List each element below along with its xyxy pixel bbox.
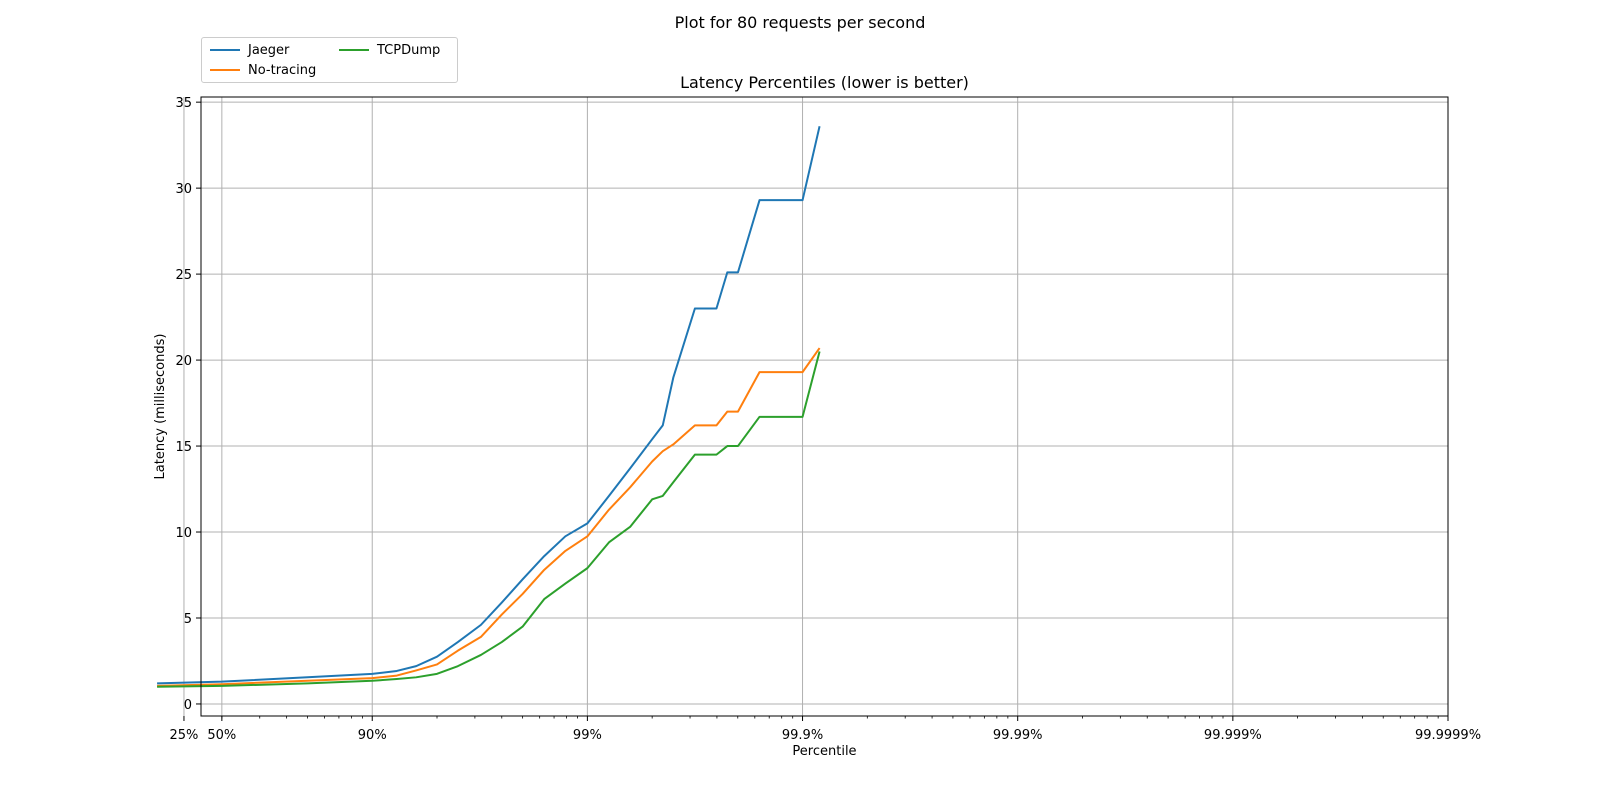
figure-suptitle: Plot for 80 requests per second xyxy=(674,13,926,32)
x-axis-label: Percentile xyxy=(792,744,856,759)
legend-swatch-tcpdump xyxy=(339,49,369,51)
y-tick-label: 10 xyxy=(175,526,192,541)
legend-item-tcpdump: TCPDump xyxy=(339,41,440,59)
x-tick-label: 99.99% xyxy=(993,728,1043,743)
y-tick-label: 30 xyxy=(175,182,192,197)
x-tick-label: 99.9999% xyxy=(1415,728,1481,743)
series-line-no-tracing xyxy=(157,347,821,687)
legend-swatch-no-tracing xyxy=(210,69,240,71)
y-tick-label: 20 xyxy=(175,354,192,369)
chart-title: Latency Percentiles (lower is better) xyxy=(680,73,969,92)
y-tick-label: 25 xyxy=(175,268,192,283)
y-tick-label: 15 xyxy=(175,440,192,455)
series-line-jaeger xyxy=(157,126,821,685)
series-line-tcpdump xyxy=(157,351,821,688)
legend-item-no-tracing: No-tracing xyxy=(210,61,316,79)
x-tick-label: 50% xyxy=(207,728,236,743)
x-tick-label: 25% xyxy=(170,728,199,743)
x-tick-label: 99.9% xyxy=(782,728,823,743)
x-tick-label: 99.999% xyxy=(1204,728,1262,743)
x-tick-label: 99% xyxy=(573,728,602,743)
y-tick-label: 5 xyxy=(184,612,192,627)
legend-label-no-tracing: No-tracing xyxy=(248,62,317,78)
legend-item-jaeger: Jaeger xyxy=(210,41,289,59)
legend-label-jaeger: Jaeger xyxy=(248,42,290,58)
legend-label-tcpdump: TCPDump xyxy=(377,42,441,58)
plot-frame xyxy=(200,96,1449,717)
y-tick-label: 35 xyxy=(175,96,192,111)
chart-legend: Jaeger No-tracing TCPDump xyxy=(201,37,458,83)
y-axis-label: Latency (milliseconds) xyxy=(153,334,168,480)
y-tick-label: 0 xyxy=(184,698,192,713)
x-tick-label: 90% xyxy=(358,728,387,743)
legend-swatch-jaeger xyxy=(210,49,240,51)
